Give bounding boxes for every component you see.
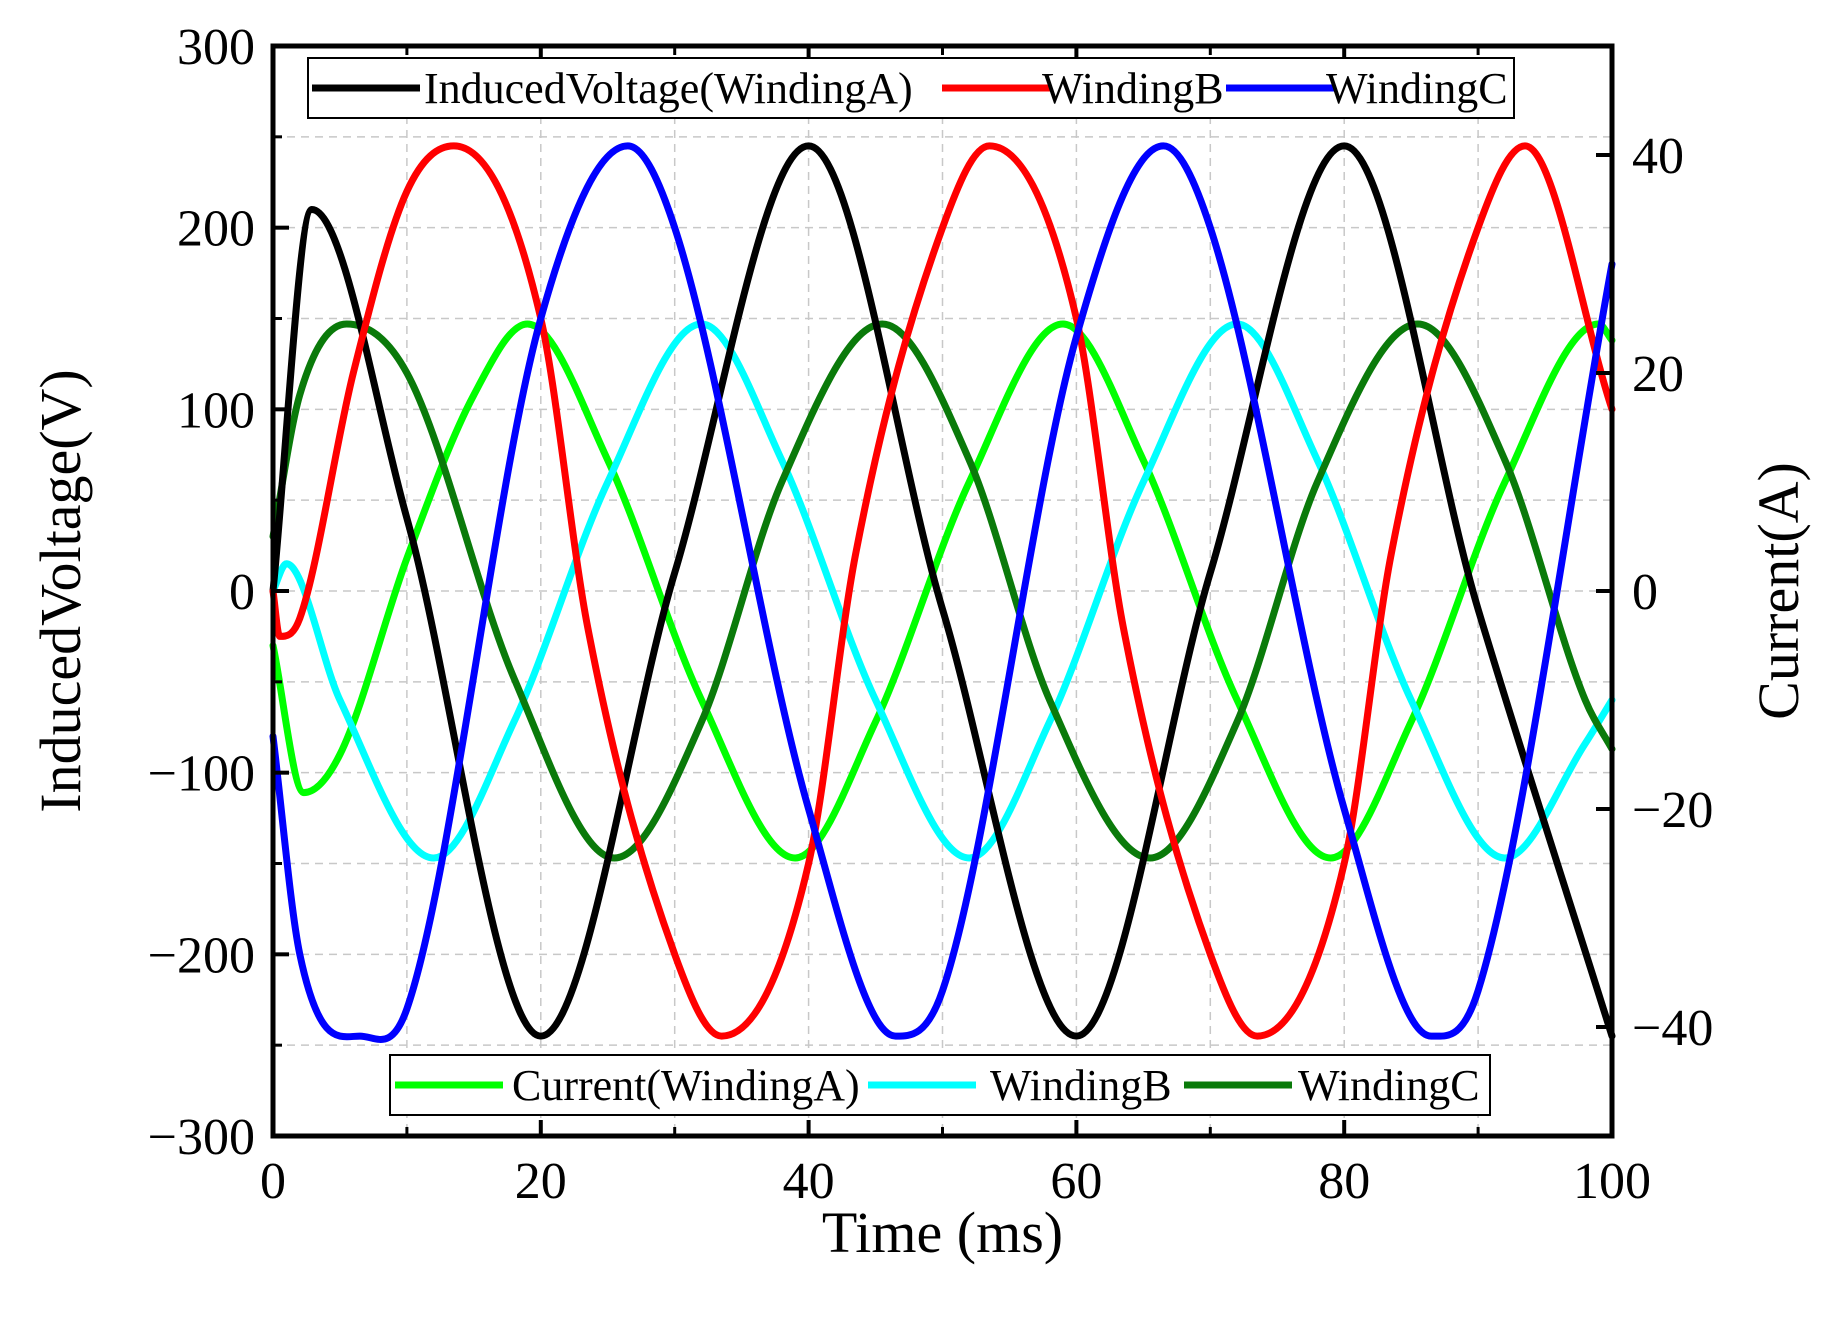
voltage-b-line <box>269 142 1616 1040</box>
legend-voltage: InducedVoltage(WindingA) WindingB Windin… <box>307 57 1515 119</box>
legend-label-current-c: WindingC <box>1298 1061 1480 1110</box>
grid <box>273 46 1612 1136</box>
x-tick-label: 0 <box>260 1153 286 1210</box>
legend-label-current-b: WindingB <box>990 1061 1172 1110</box>
y-left-tick-label: −300 <box>148 1109 255 1166</box>
y-left-tick-label: 100 <box>177 382 255 439</box>
y-left-tick-label: 300 <box>177 19 255 76</box>
current-b-line <box>269 320 1616 862</box>
legend-label-current-a: Current(WindingA) <box>512 1061 860 1110</box>
legend-label-voltage-a: InducedVoltage(WindingA) <box>424 64 913 113</box>
x-tick-label: 20 <box>515 1153 567 1210</box>
y-left-tick-label: −100 <box>148 746 255 803</box>
legend-label-voltage-c: WindingC <box>1326 64 1508 113</box>
y-left-tick-label: 200 <box>177 201 255 258</box>
voltage-a-line <box>269 142 1616 1040</box>
legend-label-voltage-b: WindingB <box>1042 64 1224 113</box>
y-right-tick-label: 40 <box>1632 128 1684 185</box>
current-a-line <box>269 320 1616 862</box>
x-axis-title: Time (ms) <box>822 1200 1063 1265</box>
voltage-c-line <box>269 142 1616 1043</box>
y-left-tick-label: −200 <box>148 927 255 984</box>
x-tick-label: 40 <box>783 1153 835 1210</box>
y-right-tick-label: −20 <box>1632 782 1713 839</box>
x-tick-label: 100 <box>1573 1153 1651 1210</box>
legend-current: Current(WindingA) WindingB WindingC <box>389 1054 1491 1116</box>
y-right-tick-label: −40 <box>1632 1000 1713 1057</box>
tick-labels: 0 20 40 60 80 1003002001000−100−200−30040200−… <box>148 19 1714 1210</box>
series-layer <box>269 142 1616 1043</box>
y-left-axis-title: InducedVoltage(V) <box>28 369 93 812</box>
y-left-tick-label: 0 <box>229 564 255 621</box>
x-tick-label: 60 <box>1050 1153 1102 1210</box>
x-tick-label: 80 <box>1318 1153 1370 1210</box>
y-right-axis-title: Current(A) <box>1746 462 1811 720</box>
y-right-tick-label: 20 <box>1632 346 1684 403</box>
y-right-tick-label: 0 <box>1632 564 1658 621</box>
